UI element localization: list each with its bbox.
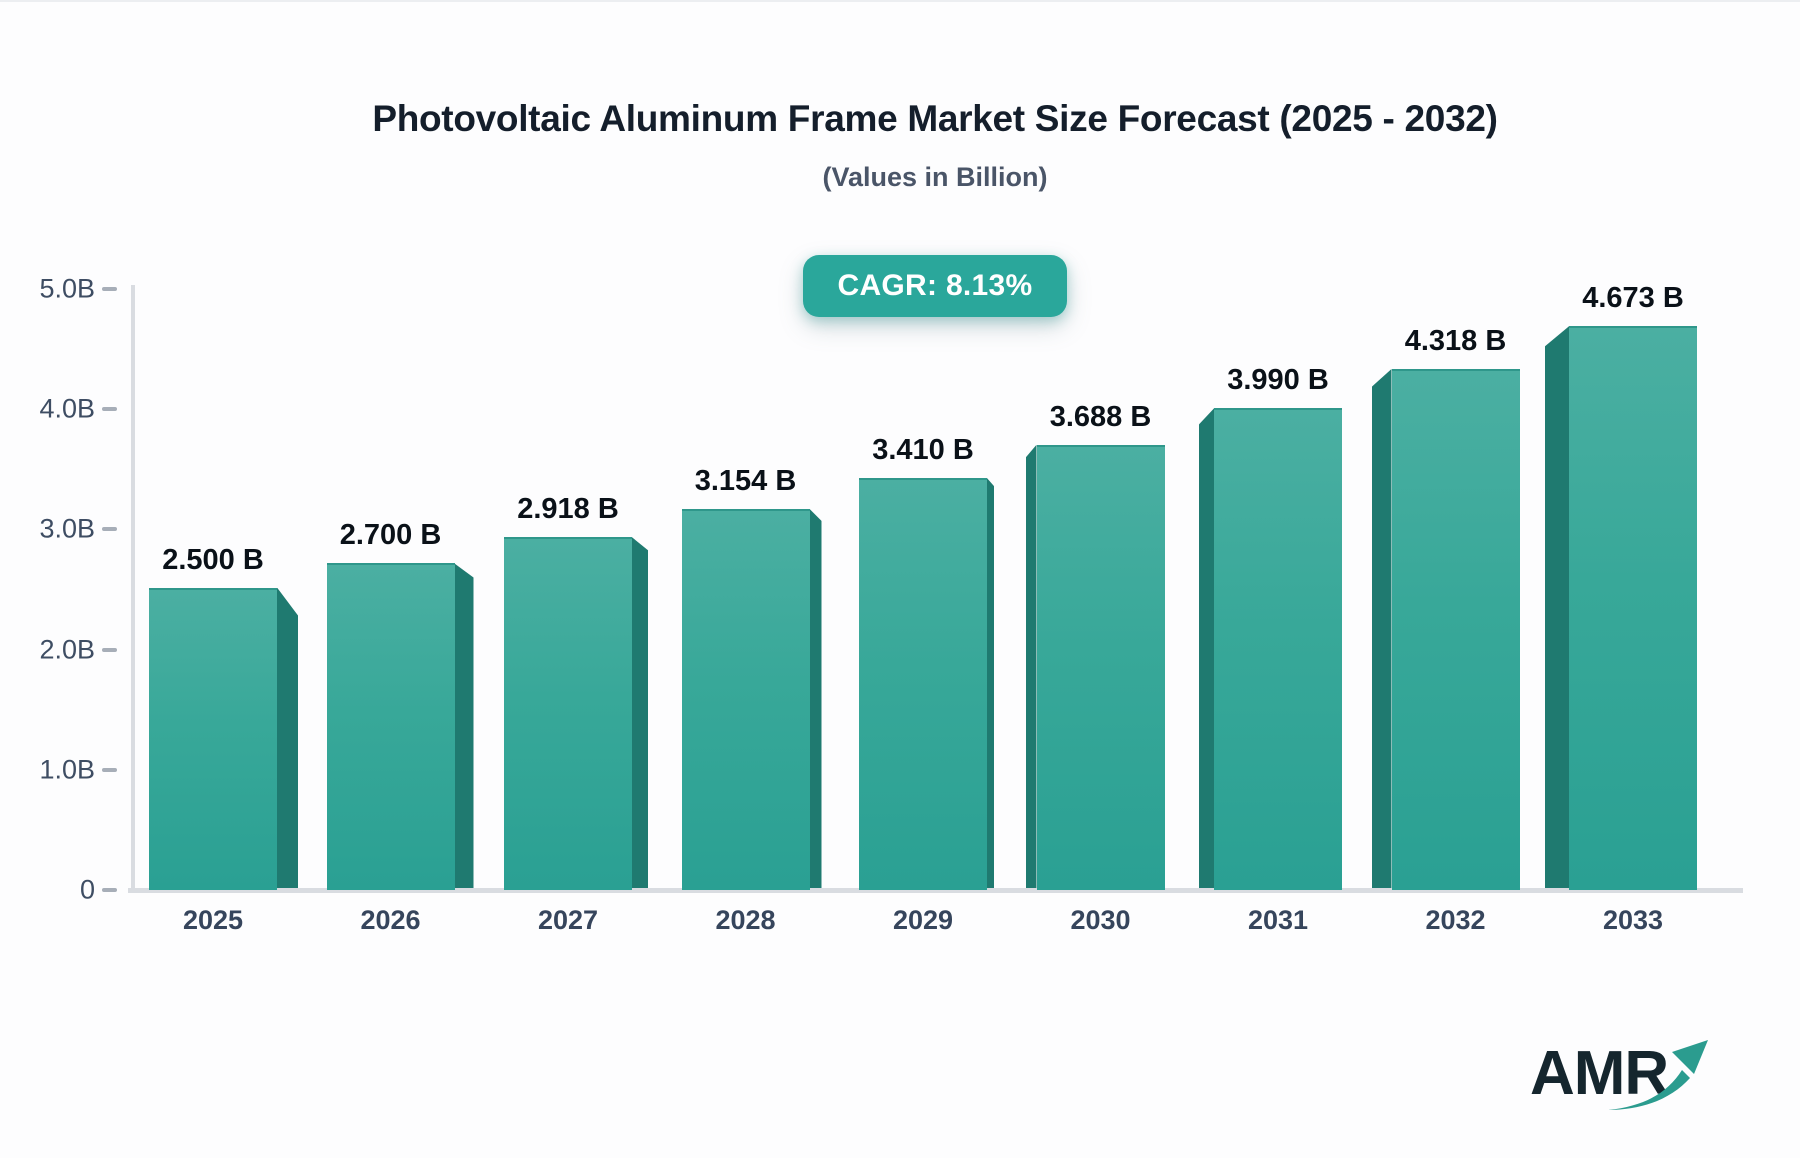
bar-3d-side-2030 <box>1025 444 1037 888</box>
bar-value-label: 3.688 B <box>1049 400 1152 433</box>
bar-2025 <box>149 587 277 890</box>
bar-2032 <box>1391 368 1520 890</box>
bar-2027 <box>504 537 632 890</box>
bar-value-label: 3.410 B <box>872 434 974 467</box>
chart-title: Photovoltaic Aluminum Frame Market Size … <box>372 98 1498 139</box>
x-axis-baseline <box>128 888 1743 893</box>
bar-value-label: 2.500 B <box>162 543 264 576</box>
x-axis-year-label: 2027 <box>537 905 599 935</box>
bar-3d-side-2026 <box>454 563 474 888</box>
y-axis-tick-label: 5.0B <box>39 273 95 304</box>
y-axis-tick-mark <box>102 767 117 772</box>
bar-2030 <box>1036 444 1165 890</box>
cagr-badge: CAGR: 8.13% <box>803 255 1067 317</box>
bar-3d-side-2028 <box>809 508 822 888</box>
amr-logo-text: AMR <box>1530 1039 1669 1108</box>
bar-value-label: 2.700 B <box>339 519 442 552</box>
bar-value-label: 4.673 B <box>1582 282 1684 315</box>
bar-3d-side-2027 <box>632 537 648 888</box>
x-axis-year-label: 2032 <box>1425 905 1486 935</box>
bar-2026 <box>326 563 455 890</box>
x-axis-year-label: 2025 <box>182 905 244 935</box>
bar-2033 <box>1569 326 1697 890</box>
chart-subtitle: (Values in Billion) <box>822 162 1048 192</box>
y-axis-tick-label: 2.0B <box>39 634 95 665</box>
bar-2028 <box>681 508 810 890</box>
y-axis-tick-mark <box>102 287 117 291</box>
bar-2031 <box>1214 408 1342 890</box>
bar-3d-side-2032 <box>1371 368 1392 888</box>
x-axis-year-label: 2031 <box>1247 905 1309 935</box>
y-axis-tick-mark <box>102 888 117 892</box>
y-axis-tick-label: 0 <box>79 874 95 905</box>
bar-3d-side-2025 <box>277 587 298 888</box>
bar-3d-side-2029 <box>987 478 994 888</box>
bar-value-label: 4.318 B <box>1404 324 1507 357</box>
y-axis-line <box>131 285 135 893</box>
bar-value-label: 3.154 B <box>694 464 797 497</box>
bar-value-label: 2.918 B <box>517 493 619 526</box>
amr-logo: AMR <box>1530 1030 1730 1120</box>
y-axis-tick-mark <box>102 647 117 652</box>
bar-2029 <box>859 478 987 890</box>
x-axis-year-label: 2033 <box>1602 905 1664 935</box>
x-axis-year-label: 2029 <box>892 905 954 935</box>
x-axis-year-label: 2026 <box>360 905 421 935</box>
y-axis-tick-label: 1.0B <box>39 754 95 785</box>
bar-3d-side-2031 <box>1199 408 1214 888</box>
x-axis-year-label: 2028 <box>715 905 776 935</box>
y-axis-tick-label: 3.0B <box>39 513 95 544</box>
cagr-badge-label: CAGR: 8.13% <box>837 269 1033 302</box>
bar-3d-side-2033 <box>1545 326 1569 888</box>
chart-header: Photovoltaic Aluminum Frame Market Size … <box>70 98 1800 193</box>
growth-arrow-icon <box>1608 1040 1708 1110</box>
x-axis-year-label: 2030 <box>1070 905 1131 935</box>
y-axis-tick-label: 4.0B <box>39 393 95 424</box>
y-axis-tick-mark <box>102 527 117 532</box>
bar-value-label: 3.990 B <box>1227 364 1329 397</box>
y-axis-tick-mark <box>102 407 117 412</box>
